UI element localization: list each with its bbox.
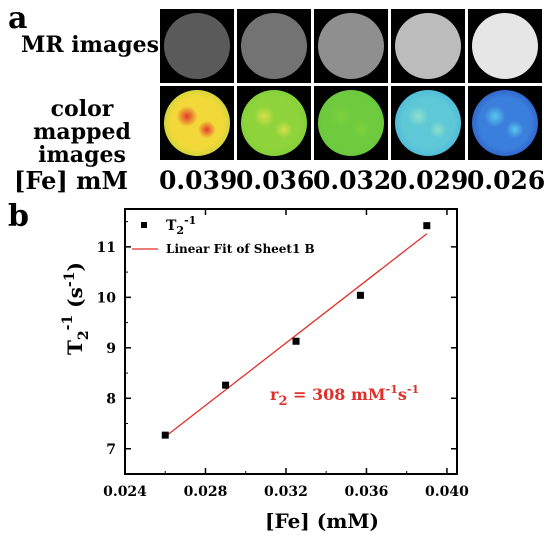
x-axis-label: [Fe] (mM) [265, 509, 379, 533]
color-mapped-sample-disc [472, 90, 538, 156]
x-tick-label: 0.040 [425, 484, 469, 500]
y-axis-label: T2-1 (s-1) [60, 262, 92, 355]
mr-image [468, 9, 542, 83]
mr-image [391, 9, 465, 83]
mr-image [160, 9, 234, 83]
color-mapped-image [391, 86, 465, 160]
fit-line-group [164, 233, 428, 438]
color-mapped-label-line1: color mapped [33, 96, 131, 146]
color-mapped-label-line2: images [38, 142, 126, 169]
fe-value: 0.026 [467, 166, 544, 195]
color-mapped-sample-disc [318, 90, 384, 156]
fe-value: 0.032 [313, 166, 392, 195]
x-tick-label: 0.024 [103, 484, 147, 500]
y-tick-label: 11 [97, 240, 116, 256]
color-mapped-image [468, 86, 542, 160]
data-point [161, 431, 169, 439]
color-mapped-label: color mapped images [2, 96, 162, 169]
data-points [161, 222, 431, 439]
y-tick-label: 7 [106, 442, 116, 458]
data-point [292, 337, 300, 345]
color-mapped-image [314, 86, 388, 160]
x-tick-label: 0.032 [264, 484, 308, 500]
mr-image [237, 9, 311, 83]
legend-point-label: T2-1 [166, 214, 196, 237]
mr-images-label: MR images [21, 32, 159, 58]
mr-sample-disc [318, 13, 384, 79]
color-mapped-image [160, 86, 234, 160]
legend: T2-1 Linear Fit of Sheet1 B [132, 214, 315, 256]
color-mapped-image [237, 86, 311, 160]
panel-b-letter: b [8, 199, 29, 234]
x-tick-label: 0.028 [184, 484, 228, 500]
fe-value: 0.036 [236, 166, 315, 195]
legend-point-marker [141, 222, 147, 228]
y-tick-label: 9 [106, 341, 116, 357]
y-tick-label: 10 [97, 290, 117, 306]
x-tick-label: 0.036 [345, 484, 389, 500]
linear-fit-line [164, 233, 428, 438]
r2-annotation: r2 = 308 mM-1s-1 [270, 383, 419, 409]
data-point [356, 291, 364, 299]
fe-concentration-label: [Fe] mM [14, 166, 129, 195]
fe-value: 0.029 [390, 166, 469, 195]
mr-image [314, 9, 388, 83]
color-mapped-sample-disc [241, 90, 307, 156]
panel-a-letter: a [8, 1, 28, 36]
y-tick-label: 8 [106, 391, 116, 407]
axes: 0.024 0.028 0.032 0.036 0.040 7 8 9 10 11 [97, 208, 469, 500]
mr-sample-disc [241, 13, 307, 79]
color-mapped-sample-disc [164, 90, 230, 156]
mr-sample-disc [472, 13, 538, 79]
legend-fit-label: Linear Fit of Sheet1 B [166, 242, 315, 256]
mr-sample-disc [164, 13, 230, 79]
plot-frame [124, 208, 458, 475]
color-mapped-sample-disc [395, 90, 461, 156]
mr-sample-disc [395, 13, 461, 79]
data-point [423, 222, 431, 230]
fe-value: 0.039 [159, 166, 238, 195]
data-point [222, 381, 230, 389]
